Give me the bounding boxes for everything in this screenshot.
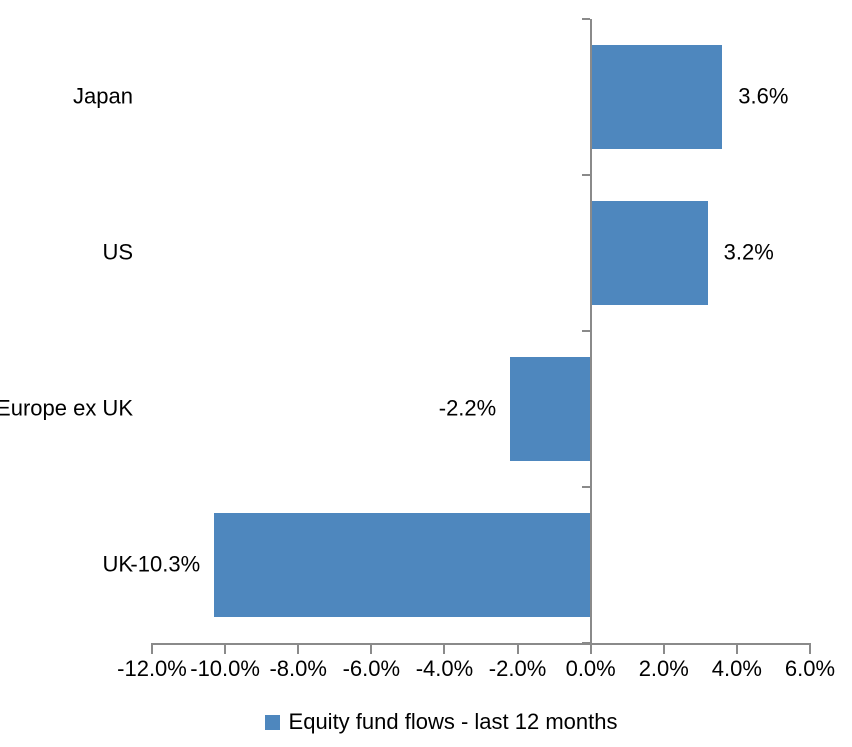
bar-uk bbox=[214, 513, 591, 617]
x-tick-label-2: -8.0% bbox=[269, 656, 327, 681]
y-tick-mark-0 bbox=[581, 18, 590, 20]
legend: Equity fund flows - last 12 months bbox=[15, 706, 852, 738]
x-tick-mark-5 bbox=[516, 643, 519, 654]
bar-japan bbox=[590, 45, 723, 149]
x-tick-label-0: -12.0% bbox=[117, 656, 187, 681]
x-tick-label-3: -6.0% bbox=[342, 656, 401, 681]
value-label-uk: -10.3% bbox=[130, 551, 201, 577]
x-tick-mark-3 bbox=[370, 643, 373, 654]
x-tick-mark-1 bbox=[224, 643, 227, 654]
x-tick-mark-0 bbox=[151, 643, 153, 654]
x-tick-label-4: -4.0% bbox=[415, 656, 474, 681]
x-tick-mark-4 bbox=[443, 643, 446, 654]
value-label-us: 3.2% bbox=[723, 239, 774, 265]
x-tick-label-7: 2.0% bbox=[638, 656, 689, 681]
x-tick-mark-7 bbox=[662, 643, 665, 654]
bar-europe-ex-uk bbox=[510, 357, 591, 461]
bar-us bbox=[590, 201, 708, 305]
x-tick-mark-9 bbox=[809, 643, 811, 654]
legend-swatch-icon bbox=[264, 714, 280, 730]
category-label-europe-ex-uk: Europe ex UK bbox=[0, 395, 133, 421]
y-axis-line bbox=[589, 19, 592, 643]
x-tick-label-8: 4.0% bbox=[711, 656, 762, 681]
x-tick-mark-8 bbox=[735, 643, 738, 654]
category-label-japan: Japan bbox=[73, 83, 133, 109]
x-tick-label-9: 6.0% bbox=[784, 656, 836, 681]
y-tick-mark-1 bbox=[581, 174, 590, 176]
category-label-us: US bbox=[102, 239, 133, 265]
y-tick-mark-3 bbox=[581, 486, 590, 488]
x-tick-label-6: 0.0% bbox=[565, 656, 616, 681]
x-axis-line bbox=[152, 643, 810, 645]
x-tick-mark-6 bbox=[589, 643, 592, 654]
x-tick-label-5: -2.0% bbox=[488, 656, 547, 681]
legend-label: Equity fund flows - last 12 months bbox=[288, 709, 618, 734]
x-tick-label-1: -10.0% bbox=[190, 656, 260, 681]
x-tick-mark-2 bbox=[297, 643, 300, 654]
value-label-japan: 3.6% bbox=[738, 83, 789, 109]
value-label-europe-ex-uk: -2.2% bbox=[438, 395, 497, 421]
y-tick-mark-2 bbox=[581, 330, 590, 332]
category-label-uk: UK bbox=[102, 551, 133, 577]
